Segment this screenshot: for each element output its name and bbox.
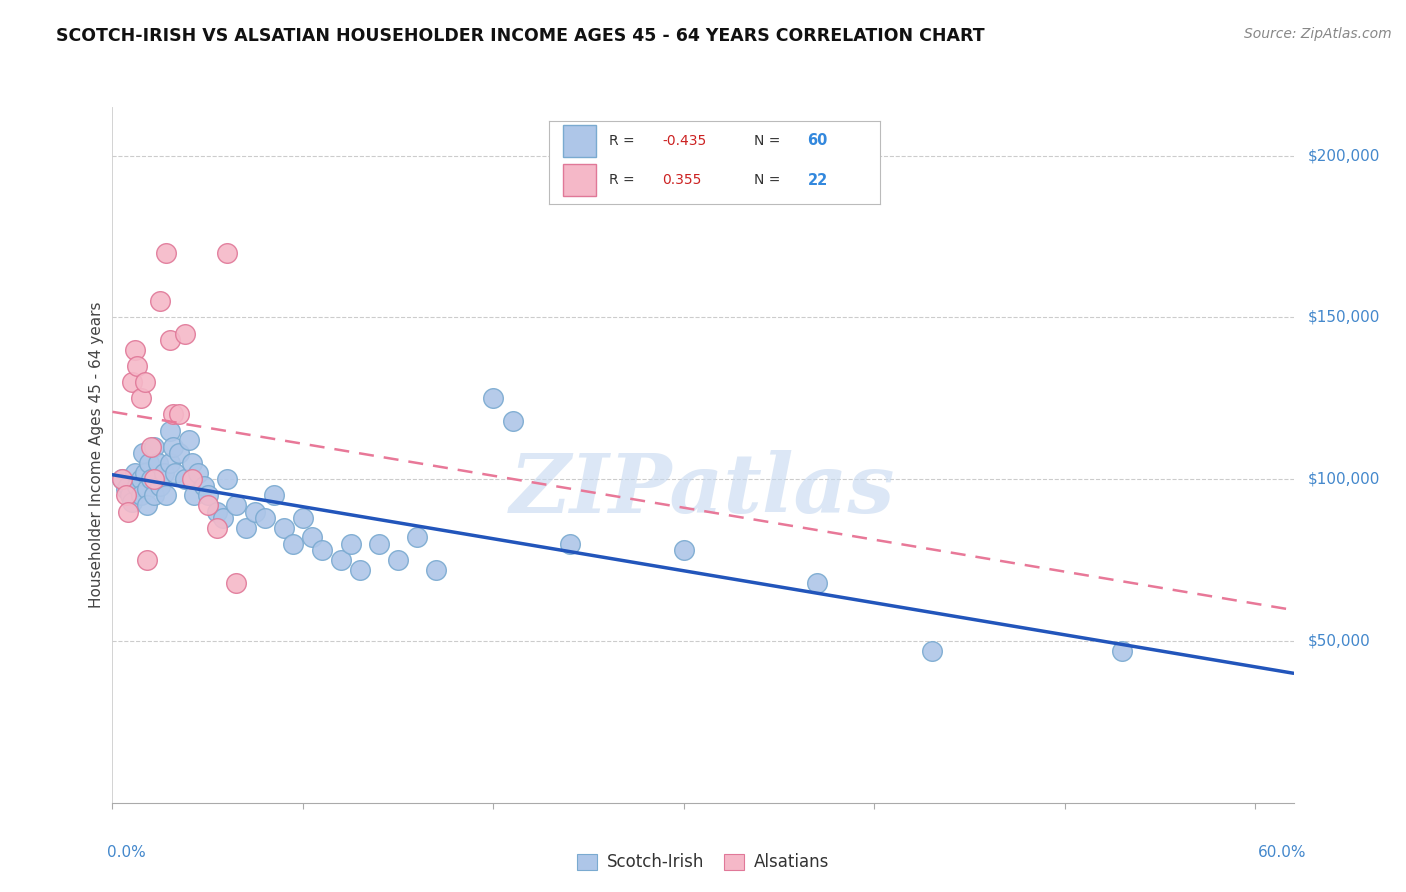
Point — [291, 511, 314, 525]
Point — [806, 575, 828, 590]
Text: 0.0%: 0.0% — [107, 845, 145, 860]
Point — [135, 482, 157, 496]
Text: $50,000: $50,000 — [1308, 633, 1371, 648]
Point — [177, 434, 200, 448]
Point — [139, 472, 162, 486]
Point — [121, 375, 143, 389]
Point — [127, 478, 149, 492]
Text: SCOTCH-IRISH VS ALSATIAN HOUSEHOLDER INCOME AGES 45 - 64 YEARS CORRELATION CHART: SCOTCH-IRISH VS ALSATIAN HOUSEHOLDER INC… — [56, 27, 984, 45]
Point — [124, 343, 146, 357]
Text: Source: ZipAtlas.com: Source: ZipAtlas.com — [1244, 27, 1392, 41]
Point — [148, 456, 170, 470]
Point — [111, 472, 134, 486]
Point — [117, 478, 139, 492]
Point — [117, 504, 139, 518]
Point — [134, 466, 156, 480]
Point — [167, 446, 190, 460]
Point — [155, 488, 177, 502]
Point — [135, 553, 157, 567]
Point — [207, 521, 229, 535]
Point — [253, 511, 276, 525]
Point — [425, 563, 447, 577]
Point — [162, 408, 184, 422]
Point — [245, 504, 267, 518]
Point — [159, 424, 181, 438]
Point — [187, 466, 209, 480]
Point — [215, 472, 238, 486]
Point — [129, 488, 152, 502]
Point — [181, 456, 204, 470]
Point — [502, 414, 524, 428]
Point — [330, 553, 353, 567]
Text: 60.0%: 60.0% — [1258, 845, 1306, 860]
Point — [139, 440, 162, 454]
Point — [165, 466, 187, 480]
Point — [153, 466, 176, 480]
Point — [127, 359, 149, 373]
Point — [482, 392, 505, 406]
Point — [155, 245, 177, 260]
Point — [114, 482, 136, 496]
Point — [159, 333, 181, 347]
Point — [193, 478, 215, 492]
Point — [283, 537, 305, 551]
Y-axis label: Householder Income Ages 45 - 64 years: Householder Income Ages 45 - 64 years — [89, 301, 104, 608]
Point — [138, 456, 160, 470]
Point — [301, 531, 323, 545]
Legend: Scotch-Irish, Alsatians: Scotch-Irish, Alsatians — [569, 847, 837, 878]
Text: $150,000: $150,000 — [1308, 310, 1379, 325]
Point — [225, 498, 247, 512]
Point — [215, 245, 238, 260]
Point — [207, 504, 229, 518]
Point — [143, 488, 166, 502]
Text: ZIPatlas: ZIPatlas — [510, 450, 896, 530]
Point — [197, 488, 219, 502]
Point — [124, 466, 146, 480]
Point — [129, 392, 152, 406]
Text: $100,000: $100,000 — [1308, 472, 1379, 487]
Point — [339, 537, 361, 551]
Point — [368, 537, 391, 551]
Point — [225, 575, 247, 590]
Point — [132, 446, 155, 460]
Point — [212, 511, 235, 525]
Point — [672, 543, 695, 558]
Point — [111, 472, 134, 486]
Point — [149, 478, 172, 492]
Point — [159, 456, 181, 470]
Point — [273, 521, 295, 535]
Point — [167, 408, 190, 422]
Point — [387, 553, 409, 567]
Point — [311, 543, 333, 558]
Point — [173, 326, 195, 341]
Point — [149, 294, 172, 309]
Text: $200,000: $200,000 — [1308, 148, 1379, 163]
Point — [181, 472, 204, 486]
Point — [118, 488, 141, 502]
Point — [143, 472, 166, 486]
Point — [183, 488, 205, 502]
Point — [134, 375, 156, 389]
Point — [162, 440, 184, 454]
Point — [558, 537, 581, 551]
Point — [263, 488, 285, 502]
Point — [129, 472, 152, 486]
Point — [135, 498, 157, 512]
Point — [114, 488, 136, 502]
Point — [173, 472, 195, 486]
Point — [1111, 643, 1133, 657]
Point — [143, 440, 166, 454]
Point — [921, 643, 943, 657]
Point — [235, 521, 257, 535]
Point — [349, 563, 371, 577]
Point — [197, 498, 219, 512]
Point — [406, 531, 429, 545]
Point — [121, 495, 143, 509]
